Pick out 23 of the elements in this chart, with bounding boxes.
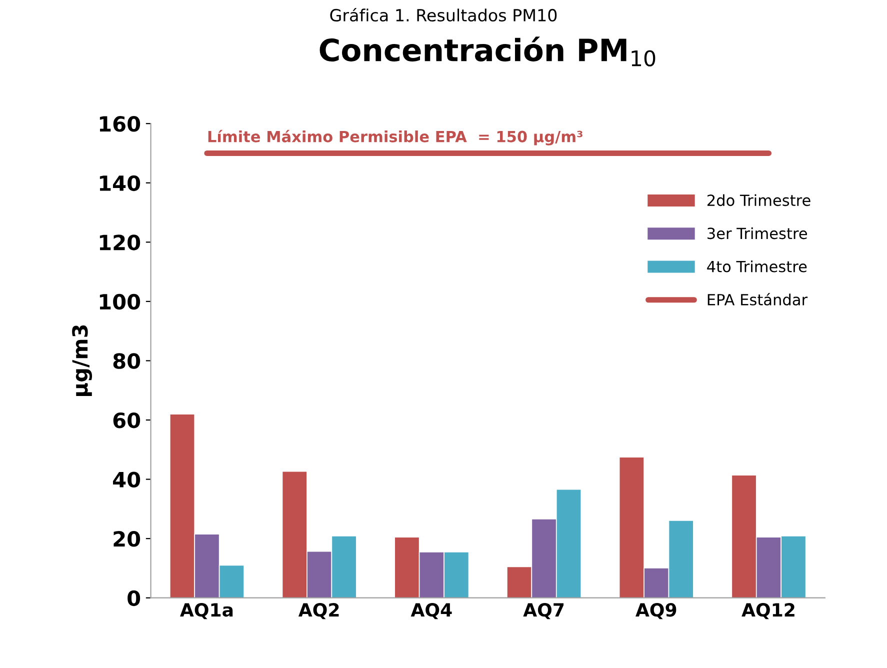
y-tick-label: 140 — [100, 175, 140, 192]
y-tick-label: 20 — [114, 531, 140, 547]
y-tick-label: 60 — [113, 412, 140, 428]
x-tick-label: AQ9 — [636, 603, 676, 620]
y-tick-label: 40 — [113, 472, 140, 488]
x-tick-label: AQ2 — [298, 603, 339, 620]
legend-label: 2do Trimestre — [707, 194, 810, 206]
x-tick-label: AQ4 — [410, 603, 452, 620]
y-tick-label: 80 — [113, 353, 140, 369]
annotation: Límite Máximo Permisible EPA = 150 µg/m³ — [208, 130, 582, 146]
x-tick-label: AQ1a — [180, 603, 233, 620]
y-tick-label: 120 — [100, 234, 140, 250]
y-tick-label: 0 — [128, 590, 140, 606]
x-tick-label: AQ12 — [742, 603, 794, 620]
chart-title: Concentración PM$_{10}$ — [320, 36, 656, 66]
legend-label: 3er Trimestre — [708, 227, 807, 240]
legend-label: EPA Estándar — [708, 292, 808, 306]
y-tick-label: 100 — [100, 294, 140, 310]
x-tick-label: AQ7 — [523, 603, 564, 620]
legend-label: 4to Trimestre — [707, 260, 807, 272]
text: Gráfica 1. Resultados PM10 — [330, 8, 557, 22]
y-axis-title: µg/m3 — [72, 325, 92, 396]
y-tick-label: 160 — [100, 116, 140, 132]
